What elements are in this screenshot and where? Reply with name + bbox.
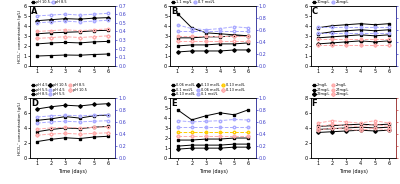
Text: E: E [171,100,177,108]
Legend: 0.4mg/L, 0.7 mg/L, 1.1 mg/L, 1.4 mg/L, 0.4 mol/L, 0.7 mol/L, 1.1 mol/L, 1.4 mol/: 0.4mg/L, 0.7 mg/L, 1.1 mg/L, 1.4 mg/L, 0… [170,0,237,5]
Text: A: A [31,7,37,16]
X-axis label: Time (days): Time (days) [198,169,228,174]
Legend: pH 4.5, pH 5.5, pH 8.5, pH 10.5, pH 4.5, pH 5.5, pH 8.5, pH 10.5: pH 4.5, pH 5.5, pH 8.5, pH 10.5, pH 4.5,… [30,83,88,97]
Legend: 2mg/L, 27mg/L, 29mg/L, 2mg/L, 27mg/L, 29mg/L: 2mg/L, 27mg/L, 29mg/L, 2mg/L, 27mg/L, 29… [311,83,350,97]
Legend: 20mg/L, 25mg/L, 30mg/L, 27mg/L, 20mg/L, 25mg/L, 30mg/L, 27mg/L: 20mg/L, 25mg/L, 30mg/L, 27mg/L, 20mg/L, … [311,0,369,5]
Y-axis label: HCO₃⁻ concentration (g/L): HCO₃⁻ concentration (g/L) [18,9,22,63]
Text: C: C [312,7,318,16]
Text: B: B [171,7,178,16]
X-axis label: Time (days): Time (days) [339,169,368,174]
Legend: 0.06 mol/L, 0.1 mol/L, 0.13 mol/L, 0.13 mol/L, 0.06 mol/L, 0.1 mol/L, 0.13 mol/L: 0.06 mol/L, 0.1 mol/L, 0.13 mol/L, 0.13 … [170,83,245,97]
Y-axis label: HCO₃⁻ concentration (g/L): HCO₃⁻ concentration (g/L) [18,101,22,155]
Legend: pH 5.5, pH 8.5, pH 10.5, pH 12.5, pH 5.5, pH 8.5, pH 10.5, pH 12.5: pH 5.5, pH 8.5, pH 10.5, pH 12.5, pH 5.5… [30,0,90,5]
X-axis label: Time (days): Time (days) [58,169,87,174]
Text: F: F [312,100,317,108]
Text: D: D [31,100,38,108]
